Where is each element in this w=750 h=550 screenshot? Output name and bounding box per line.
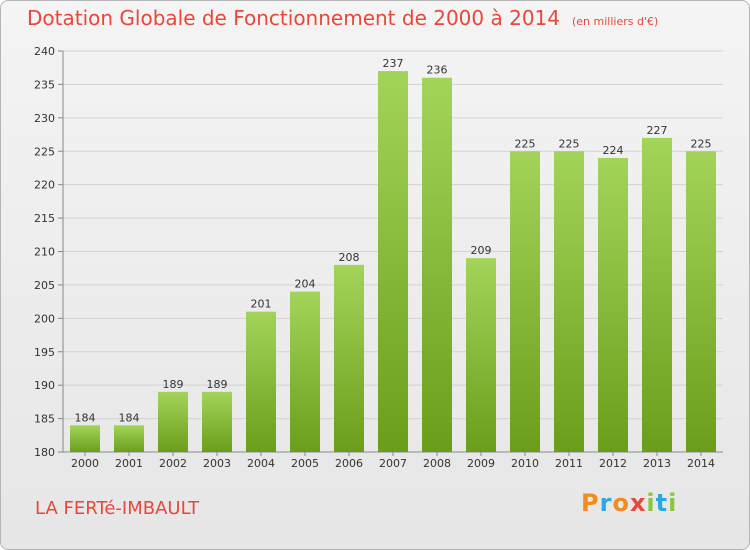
x-tick-label: 2008 [423, 457, 451, 470]
logo-letter: x [629, 489, 647, 517]
logo-letter: i [668, 489, 678, 517]
data-label: 184 [119, 411, 140, 424]
y-tick-label: 205 [34, 279, 55, 292]
y-tick-label: 200 [34, 312, 55, 325]
logo-letter: i [646, 489, 656, 517]
x-tick-label: 2009 [467, 457, 495, 470]
bar [246, 311, 276, 452]
data-label: 209 [471, 244, 492, 257]
bar [598, 157, 628, 452]
x-tick-label: 2011 [555, 457, 583, 470]
logo-letter: r [599, 489, 613, 517]
bar [686, 151, 716, 452]
x-tick-label: 2012 [599, 457, 627, 470]
x-tick-label: 2003 [203, 457, 231, 470]
data-label: 189 [163, 378, 184, 391]
bar [334, 264, 364, 452]
x-tick-label: 2002 [159, 457, 187, 470]
chart-title: Dotation Globale de Fonctionnement de 20… [27, 6, 658, 30]
data-label: 227 [647, 124, 668, 137]
bar [114, 425, 144, 452]
bar [70, 425, 100, 452]
bar [378, 71, 408, 453]
proxiti-logo: Proxiti [581, 489, 677, 517]
bar [202, 391, 232, 452]
y-tick-label: 180 [34, 446, 55, 459]
y-tick-label: 235 [34, 78, 55, 91]
data-label: 184 [75, 411, 96, 424]
title-text: Dotation Globale de Fonctionnement de 20… [27, 6, 560, 30]
y-tick-label: 185 [34, 413, 55, 426]
bar [642, 137, 672, 452]
y-tick-label: 215 [34, 212, 55, 225]
y-tick-label: 220 [34, 179, 55, 192]
bar [466, 258, 496, 452]
x-tick-label: 2013 [643, 457, 671, 470]
x-tick-label: 2005 [291, 457, 319, 470]
logo-letter: o [612, 489, 630, 517]
bar [510, 151, 540, 452]
y-tick-label: 230 [34, 112, 55, 125]
y-tick-label: 195 [34, 346, 55, 359]
bar [554, 151, 584, 452]
y-tick-label: 190 [34, 379, 55, 392]
bar [290, 291, 320, 452]
x-tick-label: 2004 [247, 457, 275, 470]
data-label: 189 [207, 378, 228, 391]
y-tick-label: 210 [34, 246, 55, 259]
x-tick-label: 2000 [71, 457, 99, 470]
data-label: 201 [251, 298, 272, 311]
y-tick-label: 240 [34, 45, 55, 58]
x-tick-label: 2001 [115, 457, 143, 470]
x-tick-label: 2007 [379, 457, 407, 470]
commune-name: LA FERTé-IMBAULT [35, 498, 200, 519]
x-tick-label: 2006 [335, 457, 363, 470]
bar [158, 391, 188, 452]
y-tick-label: 225 [34, 145, 55, 158]
data-label: 208 [339, 251, 360, 264]
title-unit: (en milliers d'€) [572, 15, 659, 28]
data-label: 225 [515, 137, 536, 150]
logo-letter: t [655, 489, 669, 517]
data-label: 236 [427, 64, 448, 77]
data-label: 224 [603, 144, 624, 157]
logo-letter: P [581, 489, 600, 517]
data-label: 237 [383, 57, 404, 70]
x-tick-label: 2014 [687, 457, 715, 470]
bar [422, 77, 452, 452]
data-label: 204 [295, 278, 316, 291]
data-label: 225 [691, 137, 712, 150]
x-tick-label: 2010 [511, 457, 539, 470]
data-label: 225 [559, 137, 580, 150]
